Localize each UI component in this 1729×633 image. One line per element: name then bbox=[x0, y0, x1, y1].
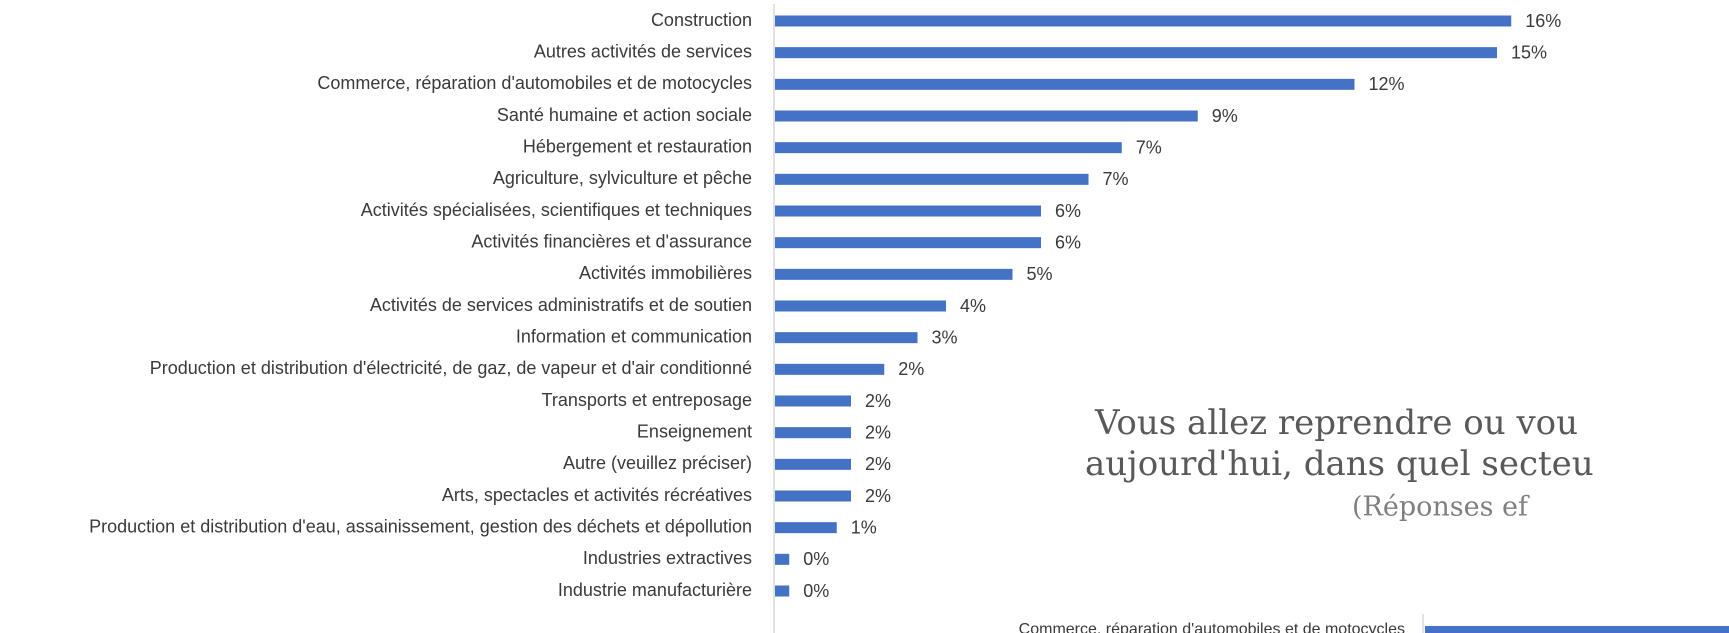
overlay-category: Commerce, réparation d'automobiles et de… bbox=[1019, 621, 1405, 633]
overlay-title: Vous allez reprendre ou vou bbox=[1094, 403, 1578, 443]
category-label: Santé humaine et action sociale bbox=[497, 105, 752, 125]
data-label: 6% bbox=[1055, 232, 1081, 252]
category-label: Activités spécialisées, scientifiques et… bbox=[361, 200, 752, 220]
bar bbox=[775, 363, 885, 375]
data-label: 7% bbox=[1136, 137, 1162, 157]
bar bbox=[775, 332, 918, 344]
category-label: Production et distribution d'électricité… bbox=[150, 358, 752, 378]
data-label: 2% bbox=[865, 454, 891, 474]
category-label: Autre (veuillez préciser) bbox=[563, 453, 752, 473]
data-label: 3% bbox=[932, 327, 958, 347]
bar bbox=[775, 490, 851, 502]
bar bbox=[775, 47, 1497, 59]
data-label: 2% bbox=[865, 486, 891, 506]
data-label: 1% bbox=[851, 517, 877, 537]
bar bbox=[775, 458, 851, 470]
bar bbox=[775, 110, 1198, 122]
category-label: Activités financières et d'assurance bbox=[471, 231, 752, 251]
category-label: Arts, spectacles et activités récréative… bbox=[442, 485, 752, 505]
category-label: Activités de services administratifs et … bbox=[370, 295, 752, 315]
data-label: 2% bbox=[898, 359, 924, 379]
bar bbox=[775, 522, 837, 534]
data-label: 4% bbox=[960, 296, 986, 316]
bar bbox=[775, 173, 1089, 185]
overlay-title: aujourd'hui, dans quel secteu bbox=[1085, 444, 1594, 484]
bar bbox=[775, 427, 851, 439]
data-label: 7% bbox=[1103, 169, 1129, 189]
category-label: Activités immobilières bbox=[579, 263, 752, 283]
category-label: Hébergement et restauration bbox=[523, 136, 752, 156]
data-label: 6% bbox=[1055, 201, 1081, 221]
category-label: Agriculture, sylviculture et pêche bbox=[493, 168, 752, 188]
category-label: Industries extractives bbox=[583, 548, 752, 568]
category-label: Autres activités de services bbox=[534, 41, 752, 61]
category-label: Commerce, réparation d'automobiles et de… bbox=[317, 73, 752, 93]
category-label: Construction bbox=[651, 10, 752, 30]
data-label: 5% bbox=[1027, 264, 1053, 284]
category-label: Information et communication bbox=[516, 326, 752, 346]
category-label: Production et distribution d'eau, assain… bbox=[89, 516, 752, 536]
bar bbox=[775, 300, 946, 312]
bar bbox=[775, 142, 1122, 154]
bar bbox=[775, 205, 1041, 217]
category-label: Enseignement bbox=[637, 421, 752, 441]
category-label: Industrie manufacturière bbox=[558, 580, 752, 600]
data-label: 9% bbox=[1212, 106, 1238, 126]
overlay-subtitle: (Réponses ef bbox=[1352, 492, 1530, 523]
data-label: 2% bbox=[865, 422, 891, 442]
bar bbox=[775, 78, 1355, 90]
category-label: Transports et entreposage bbox=[542, 390, 752, 410]
bar bbox=[775, 395, 851, 407]
data-label: 0% bbox=[803, 581, 829, 601]
bar bbox=[775, 553, 790, 565]
overlay-bar bbox=[1425, 626, 1729, 633]
bar bbox=[775, 237, 1041, 249]
bar bbox=[775, 268, 1013, 280]
data-label: 15% bbox=[1511, 42, 1547, 62]
data-label: 12% bbox=[1369, 74, 1405, 94]
data-label: 16% bbox=[1525, 11, 1561, 31]
bar bbox=[775, 15, 1512, 27]
data-label: 0% bbox=[803, 549, 829, 569]
data-label: 2% bbox=[865, 391, 891, 411]
bar bbox=[775, 585, 790, 597]
